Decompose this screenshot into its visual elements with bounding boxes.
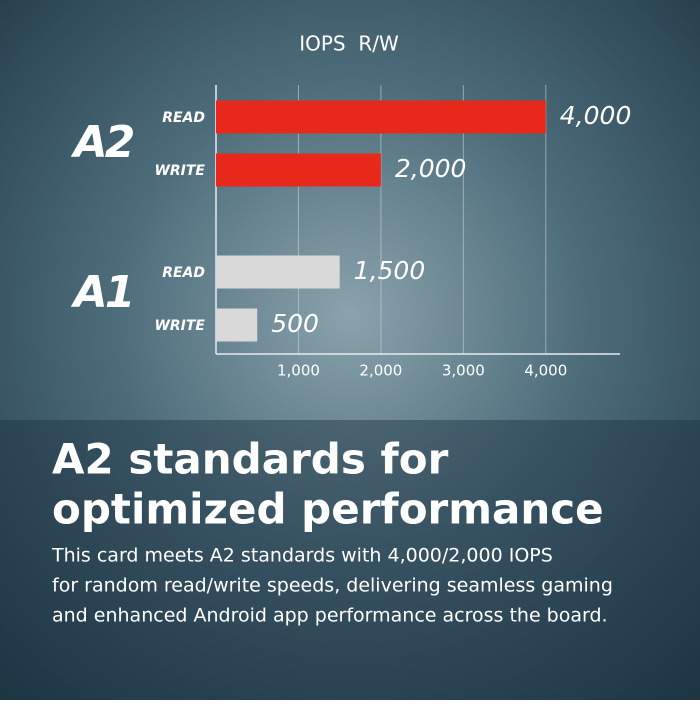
body-text: for random read/write speeds, delivering… (52, 575, 613, 597)
category-label: WRITE (154, 318, 205, 334)
bar (216, 100, 546, 134)
bar (216, 153, 381, 187)
value-label: 1,500 (354, 256, 426, 285)
bar (216, 255, 340, 289)
value-label: 2,000 (395, 154, 467, 183)
group-label: A1 (71, 267, 133, 318)
headline: A2 standards for (52, 435, 449, 484)
bar (216, 308, 258, 342)
x-tick-label: 3,000 (442, 362, 485, 380)
value-label: 4,000 (560, 101, 632, 130)
chart-title: IOPS R/W (299, 32, 399, 56)
background-shade (0, 420, 700, 700)
category-label: READ (162, 265, 205, 281)
group-label: A2 (71, 117, 134, 168)
category-label: READ (162, 110, 205, 126)
x-tick-label: 4,000 (524, 362, 567, 380)
body-text: This card meets A2 standards with 4,000/… (51, 545, 553, 567)
body-text: and enhanced Android app performance acr… (52, 605, 608, 627)
category-label: WRITE (154, 163, 205, 179)
headline: optimized performance (52, 485, 604, 534)
value-label: 500 (271, 309, 319, 338)
x-tick-label: 2,000 (359, 362, 402, 380)
x-tick-label: 1,000 (277, 362, 320, 380)
